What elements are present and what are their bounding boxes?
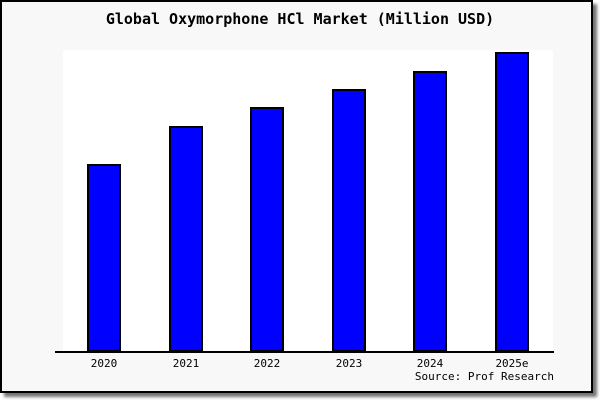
bar-2025e [495, 52, 529, 352]
bar-2022 [250, 107, 284, 352]
x-tick-label-2021: 2021 [172, 357, 200, 370]
bar-2020 [87, 164, 121, 352]
plot-area [63, 50, 553, 352]
x-tick-label-2024: 2024 [416, 357, 444, 370]
x-tick-label-2023: 2023 [335, 357, 363, 370]
bar-2023 [332, 89, 366, 352]
chart-card: Global Oxymorphone HCl Market (Million U… [0, 0, 593, 393]
bar-2021 [169, 126, 203, 352]
x-tick-label-2022: 2022 [253, 357, 281, 370]
x-tick-label-2020: 2020 [90, 357, 118, 370]
chart-title: Global Oxymorphone HCl Market (Million U… [105, 10, 495, 28]
x-tick-label-2025e: 2025e [495, 357, 529, 370]
bar-2024 [413, 71, 447, 352]
source-label: Source: Prof Research [414, 370, 554, 383]
x-axis-line [55, 351, 554, 353]
